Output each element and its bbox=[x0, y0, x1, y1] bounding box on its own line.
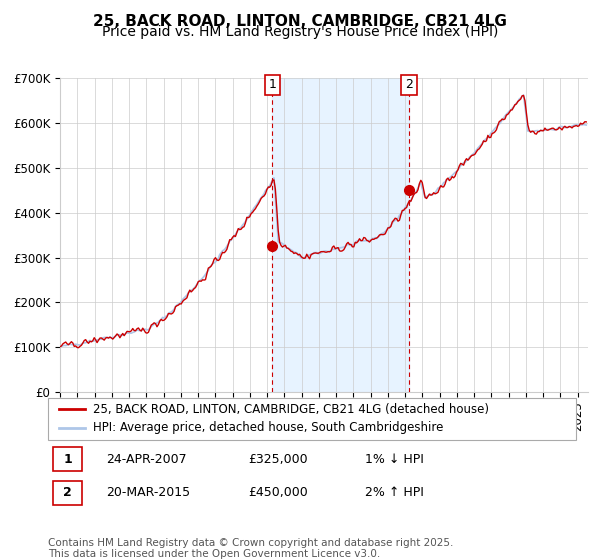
Text: 1% ↓ HPI: 1% ↓ HPI bbox=[365, 452, 424, 466]
Text: 2: 2 bbox=[405, 78, 413, 91]
Text: Price paid vs. HM Land Registry's House Price Index (HPI): Price paid vs. HM Land Registry's House … bbox=[102, 25, 498, 39]
Text: 25, BACK ROAD, LINTON, CAMBRIDGE, CB21 4LG: 25, BACK ROAD, LINTON, CAMBRIDGE, CB21 4… bbox=[93, 14, 507, 29]
Text: Contains HM Land Registry data © Crown copyright and database right 2025.
This d: Contains HM Land Registry data © Crown c… bbox=[48, 538, 454, 559]
Text: 2% ↑ HPI: 2% ↑ HPI bbox=[365, 486, 424, 500]
Text: 25, BACK ROAD, LINTON, CAMBRIDGE, CB21 4LG (detached house): 25, BACK ROAD, LINTON, CAMBRIDGE, CB21 4… bbox=[93, 403, 489, 416]
Text: 20-MAR-2015: 20-MAR-2015 bbox=[106, 486, 190, 500]
Bar bbox=[272, 78, 409, 392]
Text: £450,000: £450,000 bbox=[248, 486, 308, 500]
Text: 1: 1 bbox=[64, 452, 72, 466]
Text: 1: 1 bbox=[268, 78, 277, 91]
FancyBboxPatch shape bbox=[53, 447, 82, 472]
Text: £325,000: £325,000 bbox=[248, 452, 308, 466]
FancyBboxPatch shape bbox=[53, 480, 82, 505]
FancyBboxPatch shape bbox=[48, 398, 576, 440]
Text: HPI: Average price, detached house, South Cambridgeshire: HPI: Average price, detached house, Sout… bbox=[93, 421, 443, 435]
Text: 24-APR-2007: 24-APR-2007 bbox=[106, 452, 187, 466]
Text: 2: 2 bbox=[64, 486, 72, 500]
